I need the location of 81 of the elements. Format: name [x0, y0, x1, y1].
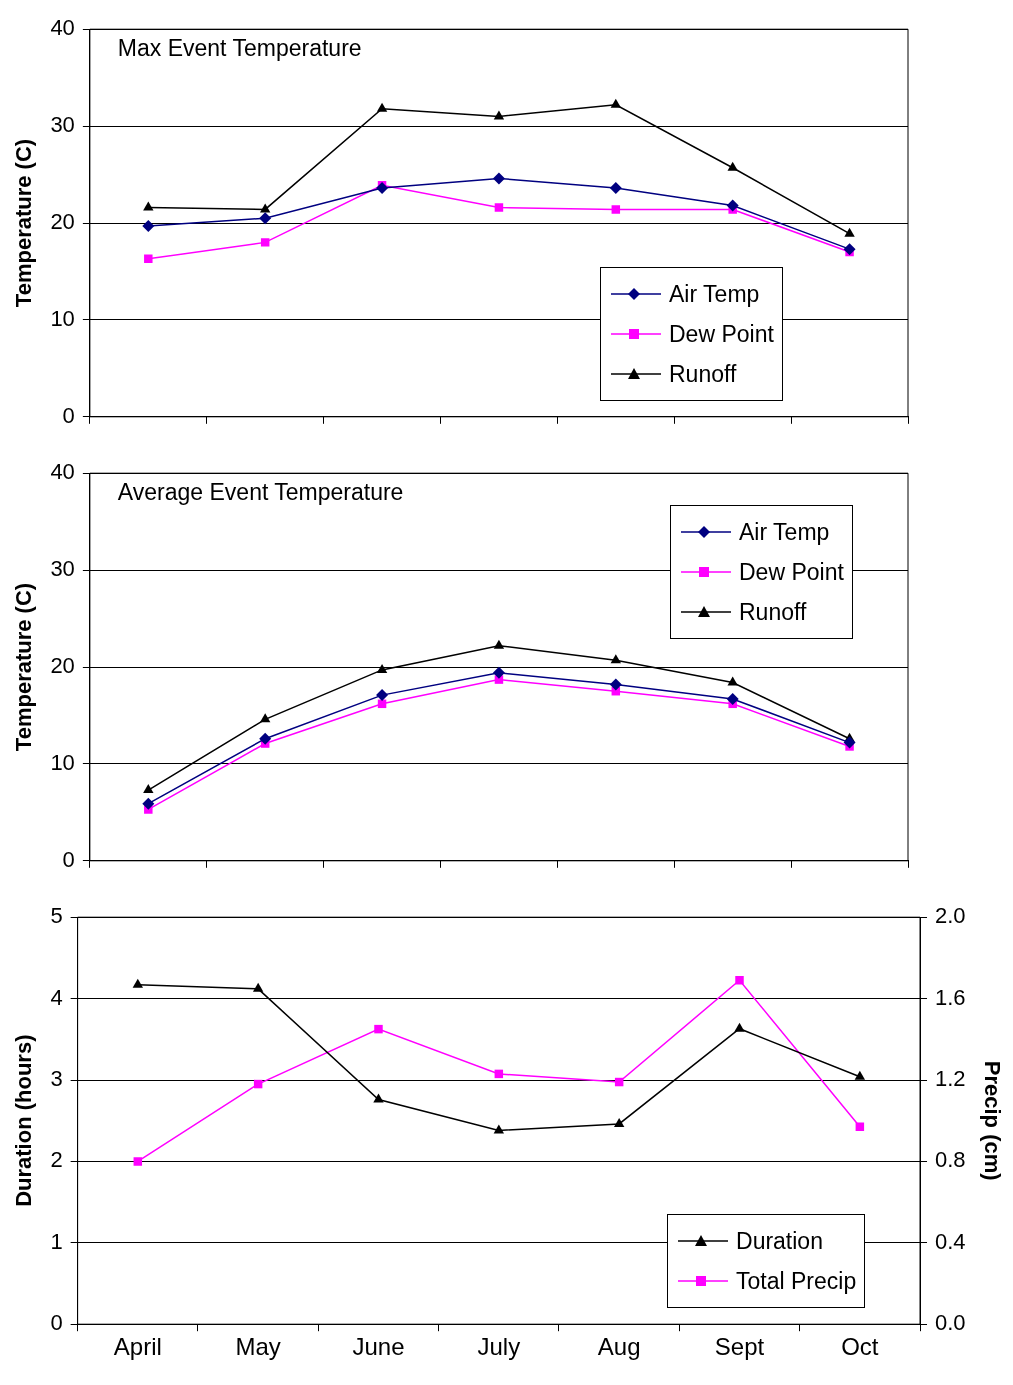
point — [727, 676, 738, 686]
point — [494, 203, 504, 212]
point — [610, 654, 622, 664]
y-tick-label: 20 — [50, 653, 75, 679]
y-tick-label: 0 — [62, 402, 75, 428]
point — [373, 1093, 384, 1103]
point — [259, 732, 272, 745]
y2-tick-label: 0.8 — [935, 1147, 966, 1173]
y-tick-label: 10 — [50, 749, 75, 775]
x-tick-label: May — [235, 1333, 281, 1361]
legend-label: Dew Point — [669, 319, 774, 349]
y-tick-label: 0 — [50, 1310, 63, 1336]
point — [610, 98, 622, 108]
point — [726, 199, 739, 212]
point — [734, 1022, 745, 1032]
point — [493, 639, 505, 649]
point — [142, 219, 155, 232]
chart-title: Max Event Temperature — [117, 35, 362, 63]
legend-label: Air Temp — [669, 279, 760, 309]
legend-label: Runoff — [669, 359, 737, 389]
y-tick-label: 4 — [50, 984, 63, 1010]
x-tick-label: April — [113, 1333, 162, 1361]
y-axis-title: Duration (hours) — [11, 1034, 37, 1207]
point — [143, 784, 154, 794]
y-axis-title: Temperature (C) — [11, 138, 37, 308]
point — [376, 663, 388, 673]
legend-label: Dew Point — [739, 558, 844, 588]
point — [376, 689, 389, 702]
point — [376, 182, 389, 195]
point — [374, 1024, 383, 1034]
y-tick-label: 2 — [50, 1147, 63, 1173]
y2-tick-label: 0.4 — [935, 1228, 966, 1254]
point — [843, 243, 856, 256]
point — [726, 692, 739, 705]
chart-title: Average Event Temperature — [117, 479, 404, 507]
point — [844, 227, 855, 237]
point — [854, 1070, 866, 1080]
point — [259, 212, 272, 225]
point — [843, 736, 856, 749]
x-tick-label: Sept — [714, 1333, 765, 1361]
y-tick-label: 5 — [50, 903, 63, 929]
point — [144, 254, 153, 264]
legend-label: Air Temp — [739, 518, 830, 548]
y2-tick-label: 0.0 — [935, 1310, 966, 1336]
point — [492, 666, 505, 679]
y-tick-label: 30 — [50, 112, 75, 138]
point — [611, 205, 621, 214]
legend-label: Total Precip — [736, 1267, 857, 1297]
point — [609, 182, 622, 195]
x-tick-label: June — [352, 1333, 405, 1361]
y-tick-label: 40 — [50, 459, 75, 485]
y-tick-label: 40 — [50, 15, 75, 41]
point — [376, 102, 388, 112]
y2-axis-title: Precip (cm) — [979, 1060, 1005, 1181]
x-tick-label: July — [477, 1333, 521, 1361]
y2-tick-label: 2.0 — [935, 903, 966, 929]
y-tick-label: 0 — [62, 846, 75, 872]
point — [142, 797, 155, 810]
y2-tick-label: 1.2 — [935, 1066, 966, 1092]
y-tick-label: 1 — [50, 1228, 63, 1254]
y-tick-label: 3 — [50, 1066, 63, 1092]
point — [259, 713, 271, 723]
x-tick-label: Aug — [597, 1333, 641, 1361]
y-tick-label: 10 — [50, 305, 75, 331]
point — [735, 976, 744, 985]
point — [493, 110, 505, 120]
y-tick-label: 30 — [50, 556, 75, 582]
x-tick-label: Oct — [841, 1333, 879, 1361]
point — [492, 172, 505, 185]
y-axis-title: Temperature (C) — [11, 582, 37, 752]
point — [133, 1157, 143, 1166]
point — [260, 238, 270, 247]
point — [609, 678, 622, 691]
legend-label: Duration — [736, 1227, 823, 1257]
point — [727, 161, 738, 171]
point — [132, 978, 143, 988]
y-tick-label: 20 — [50, 209, 75, 235]
point — [613, 1117, 625, 1127]
legend-label: Runoff — [739, 598, 807, 628]
point — [252, 982, 264, 992]
y2-tick-label: 1.6 — [935, 984, 966, 1010]
